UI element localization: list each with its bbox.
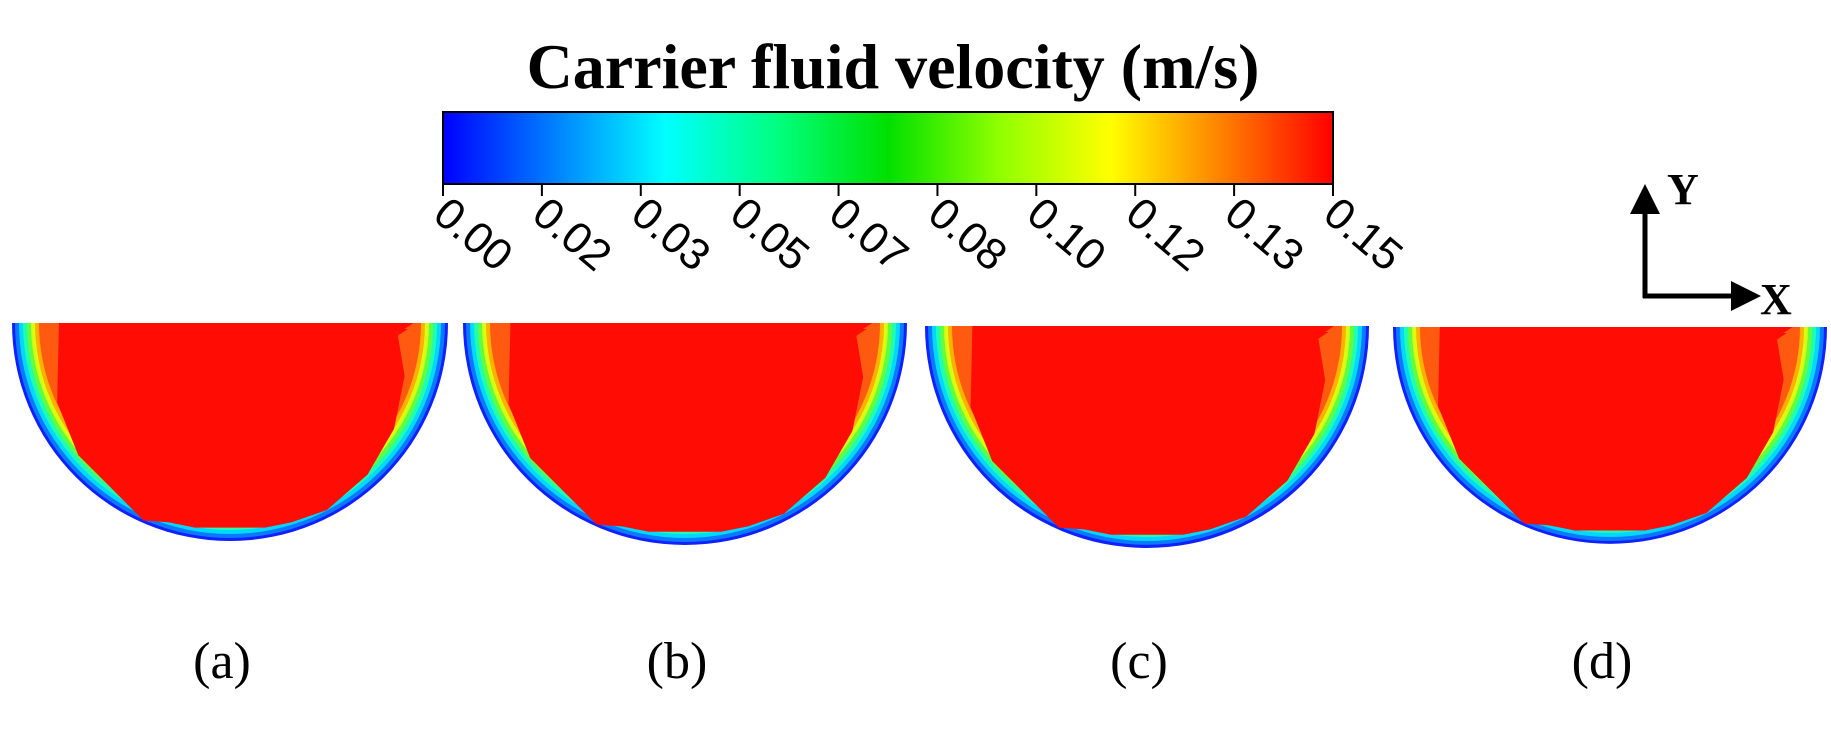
colorbar-tick-label: 0.15 [1315,188,1412,281]
contour-panel: (d) [1393,327,1827,690]
axis-indicator: Y X [1630,165,1792,324]
colorbar-tick-label: 0.03 [622,188,719,281]
colorbar-tick-label: 0.05 [721,188,818,281]
contour-panel: (a) [12,323,448,690]
contour-core-fill [1443,333,1787,531]
contour-panel: (b) [463,323,907,690]
contour-core-fill [975,332,1329,535]
colorbar-ticks [442,184,1334,196]
colorbar-tick-label: 0.07 [820,188,917,281]
colorbar-tick-label: 0.12 [1117,188,1214,281]
contour-panels: (a) (b) (c) (d) [12,323,1827,690]
contour-core-fill [513,329,867,532]
colorbar-tick-label: 0.08 [919,188,1016,281]
colorbar-title: Carrier fluid velocity (m/s) [527,31,1260,102]
colorbar-tick-labels: 0.00 0.02 0.03 0.05 0.07 0.08 0.10 0.12 0.13 0.15 [425,188,1412,281]
contour-core-fill [62,329,408,528]
colorbar-tick-label: 0.13 [1216,188,1313,281]
colorbar: 0.00 0.02 0.03 0.05 0.07 0.08 0.10 0.12 0.13 0.15 [425,111,1412,281]
colorbar-tick-label: 0.10 [1018,188,1115,281]
panel-label: (a) [193,633,251,690]
colorbar-tick-label: 0.02 [523,188,620,281]
x-axis-label: X [1760,275,1792,324]
y-axis-label: Y [1667,165,1699,214]
colorbar-gradient [442,111,1334,185]
panel-label: (c) [1110,633,1168,690]
panel-label: (d) [1572,633,1633,690]
contour-panel: (c) [925,326,1369,690]
panel-label: (b) [647,633,708,690]
colorbar-tick-label: 0.00 [425,188,522,281]
